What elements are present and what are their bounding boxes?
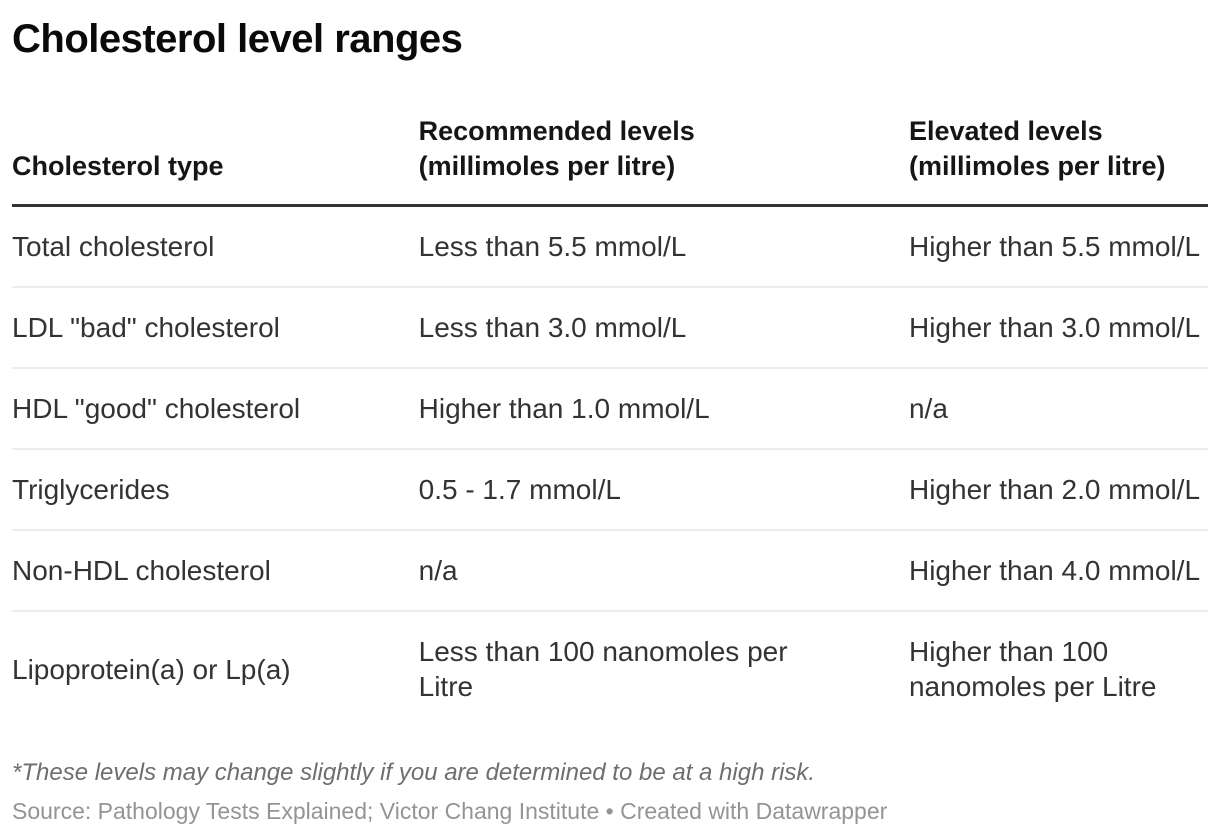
cholesterol-table: Cholesterol type Recommended levels (mil…: [12, 114, 1208, 726]
cell-text: Less than 100 nanomoles per Litre: [418, 636, 788, 702]
cell-elevated-level: Higher than 3.0 mmol/L: [908, 312, 1201, 343]
table-row-triglycerides: Triglycerides 0.5 - 1.7 mmol/L Higher th…: [12, 449, 1208, 530]
page-title: Cholesterol level ranges: [12, 17, 463, 61]
table-row-lipoprotein-a: Lipoprotein(a) or Lp(a) Less than 100 na…: [12, 611, 1208, 726]
column-header-recommended-levels: Recommended levels (millimoles per litre…: [419, 114, 909, 206]
cell-recommended-level: Less than 5.5 mmol/L: [418, 231, 687, 262]
column-header-unit: (millimoles per litre): [418, 151, 676, 181]
cell-recommended-level: Less than 3.0 mmol/L: [418, 312, 687, 343]
cell-recommended-level: 0.5 - 1.7 mmol/L: [418, 474, 621, 505]
column-header-label: Elevated levels: [908, 116, 1103, 146]
column-header-label: Cholesterol type: [12, 151, 224, 181]
cell-elevated-level: Higher than 5.5 mmol/L: [908, 231, 1201, 262]
cell-elevated-level: Higher than 4.0 mmol/L: [908, 555, 1201, 586]
cell-recommended-level: Less than 100 nanomoles per Litre: [419, 611, 909, 726]
cell-cholesterol-type: Triglycerides: [12, 474, 170, 505]
cell-cholesterol-type: HDL "good" cholesterol: [12, 393, 301, 424]
table-header-row: Cholesterol type Recommended levels (mil…: [12, 114, 1208, 206]
cell-recommended-level: Higher than 1.0 mmol/L: [418, 393, 710, 424]
cell-cholesterol-type: LDL "bad" cholesterol: [12, 312, 280, 343]
table-row-hdl-cholesterol: HDL "good" cholesterol Higher than 1.0 m…: [12, 368, 1208, 449]
table-row-ldl-cholesterol: LDL "bad" cholesterol Less than 3.0 mmol…: [12, 287, 1208, 368]
cell-cholesterol-type: Total cholesterol: [12, 231, 215, 262]
column-header-cholesterol-type: Cholesterol type: [12, 114, 419, 206]
column-header-unit: (millimoles per litre): [908, 151, 1166, 181]
source-attribution: Source: Pathology Tests Explained; Victo…: [12, 798, 888, 824]
column-header-elevated-levels: Elevated levels (millimoles per litre): [909, 114, 1208, 206]
cell-elevated-level: Higher than 100 nanomoles per Litre: [908, 636, 1157, 702]
table-row-total-cholesterol: Total cholesterol Less than 5.5 mmol/L H…: [12, 206, 1208, 288]
cell-cholesterol-type: Non-HDL cholesterol: [12, 555, 271, 586]
cell-elevated-level: n/a: [908, 393, 948, 424]
table-row-non-hdl-cholesterol: Non-HDL cholesterol n/a Higher than 4.0 …: [12, 530, 1208, 611]
cell-recommended-level: n/a: [418, 555, 458, 586]
cell-elevated-level: Higher than 2.0 mmol/L: [908, 474, 1201, 505]
footnote-text: *These levels may change slightly if you…: [12, 759, 816, 786]
cell-cholesterol-type: Lipoprotein(a) or Lp(a): [12, 653, 291, 685]
column-header-label: Recommended levels: [418, 116, 695, 146]
